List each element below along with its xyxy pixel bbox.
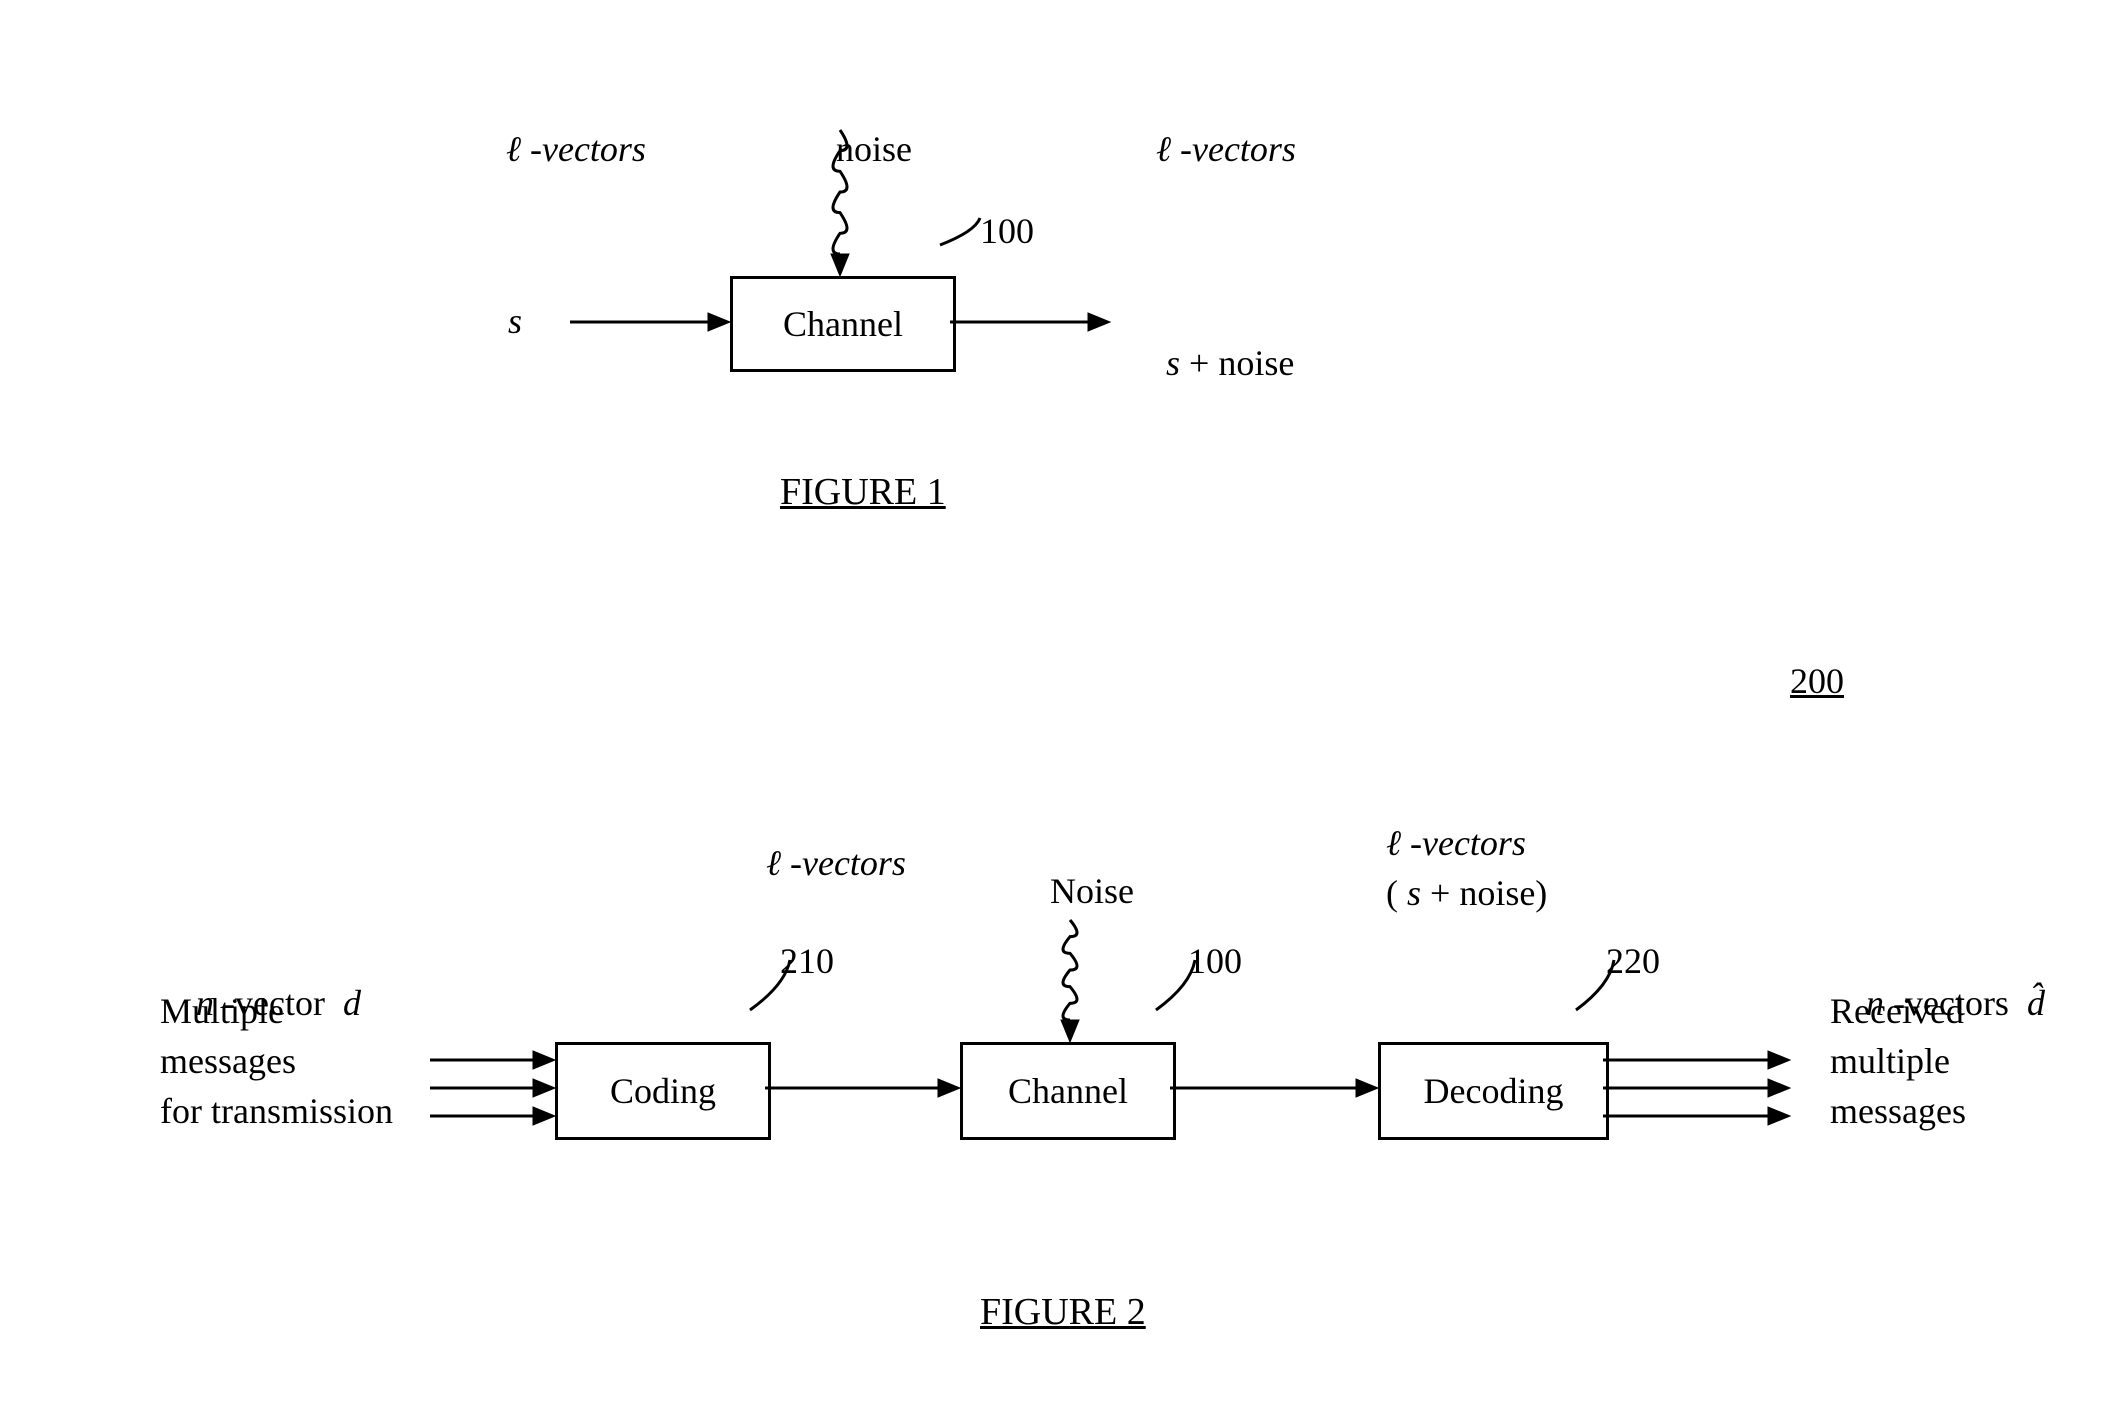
page: Channel ℓ -vectors noise ℓ -vectors s s … [0,0,2127,1406]
fig2-in-line4: for transmission [160,1090,393,1132]
fig2-lvectors-right-line2: ( s + noise) [1350,830,1547,956]
fig2-out-line2: Received [1830,990,1964,1032]
fig2-ref-220: 220 [1606,940,1660,982]
fig1-lvectors-left-label: ℓ -vectors [470,86,646,212]
fig1-channel-label: Channel [783,303,903,345]
fig1-s-label: s [508,300,522,342]
fig2-out-line3: multiple [1830,1040,1950,1082]
fig1-noise-text: noise [836,129,912,169]
fig2-out-line4: messages [1830,1090,1966,1132]
diagram-overlay-svg [0,0,2127,1406]
fig2-noise-label: Noise [1050,870,1134,912]
fig2-decoding-box: Decoding [1378,1042,1609,1140]
fig2-decoding-label: Decoding [1424,1070,1564,1112]
fig1-lvectors-right-text: ℓ -vectors [1156,129,1296,169]
fig2-lvectors-right-line2-open: ( [1386,873,1407,913]
fig2-lvectors-left: ℓ -vectors [730,800,906,926]
fig2-caption: FIGURE 2 [980,1290,1146,1334]
fig2-lvectors-left-text: ℓ -vectors [766,843,906,883]
fig1-s-plus-noise-s: s [1166,343,1180,383]
fig1-s-plus-noise-rest: + noise [1180,343,1294,383]
fig1-noise-label: noise [800,86,912,212]
fig2-channel-box: Channel [960,1042,1176,1140]
fig2-channel-label: Channel [1008,1070,1128,1112]
fig1-ref-100-label: 100 [980,210,1034,252]
fig2-coding-label: Coding [610,1070,716,1112]
fig2-lvectors-right-line2-rest: + noise) [1421,873,1547,913]
fig1-lvectors-left-text: ℓ -vectors [506,129,646,169]
fig2-ref-210: 210 [780,940,834,982]
fig2-coding-box: Coding [555,1042,771,1140]
fig1-s-plus-noise-label: s + noise [1130,300,1294,426]
fig2-lvectors-right-line2-s: s [1407,873,1421,913]
fig1-lvectors-right-label: ℓ -vectors [1120,86,1296,212]
fig2-in-line3: messages [160,1040,296,1082]
fig1-channel-box: Channel [730,276,956,372]
fig2-ref-100: 100 [1188,940,1242,982]
fig2-sys-ref: 200 [1790,660,1844,702]
fig2-out-line1-d: d̂ [2027,983,2045,1023]
fig2-in-line2: Multiple [160,990,284,1032]
fig1-caption: FIGURE 1 [780,470,946,514]
fig2-in-line1-d: d [343,983,361,1023]
